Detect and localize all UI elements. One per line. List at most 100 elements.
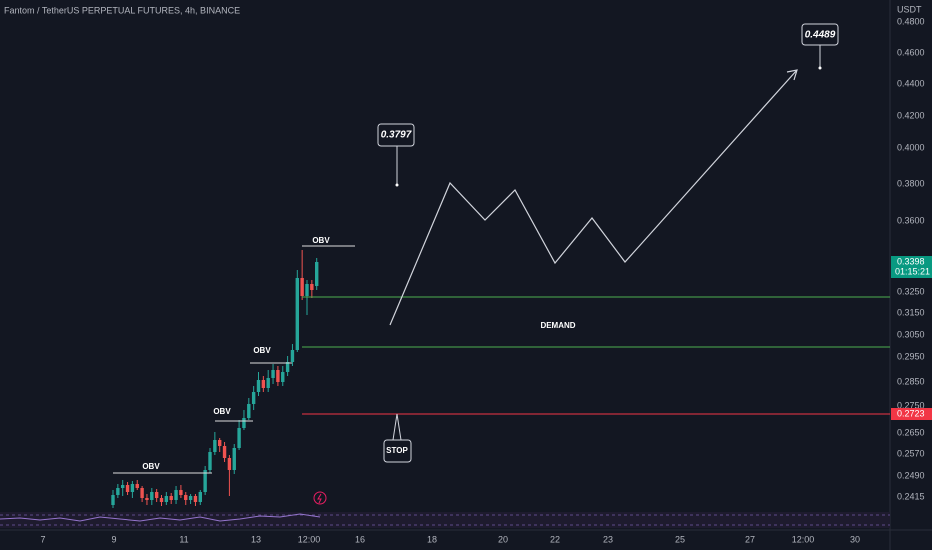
candle-body	[315, 262, 319, 286]
time-label: 20	[498, 534, 508, 544]
chart-title: Fantom / TetherUS PERPETUAL FUTURES, 4h,…	[4, 5, 240, 15]
price-axis: 0.4800 0.4600 0.4400 0.4200 0.4000 0.3800 0.36…	[897, 16, 925, 501]
indicator-line	[0, 513, 321, 522]
time-label: 7	[40, 534, 45, 544]
price-label: 0.3050	[897, 329, 925, 339]
candle-body	[184, 495, 188, 500]
currency: USDT	[897, 4, 922, 14]
stop-badge	[891, 408, 932, 420]
candle-body	[232, 448, 236, 470]
candle-body	[188, 496, 193, 500]
candle-body	[150, 492, 154, 500]
obv-label: OBV	[312, 236, 330, 245]
candle-body	[203, 470, 207, 492]
countdown: 01:15:21	[895, 266, 930, 276]
price-label: 0.3250	[897, 286, 925, 296]
candle-body	[130, 484, 135, 492]
stop-label: STOP	[386, 446, 408, 455]
candle-body	[285, 362, 290, 372]
callout-box	[377, 123, 415, 147]
candle-body	[227, 458, 232, 470]
candle-body	[208, 452, 212, 470]
target-label: 0.4489	[805, 30, 836, 41]
price-label: 0.4800	[897, 16, 925, 26]
candle-body	[237, 428, 241, 448]
candle-body	[310, 284, 314, 290]
arrow-head	[786, 69, 798, 81]
candle-body	[174, 490, 178, 500]
price-label: 0.4600	[897, 47, 925, 57]
candle-body	[121, 485, 125, 488]
time-label: 23	[603, 534, 613, 544]
candle-body	[179, 490, 183, 495]
price-label: 0.2650	[897, 427, 925, 437]
candle-body	[242, 418, 246, 428]
current-price: 0.3398	[897, 256, 925, 266]
time-label: 11	[179, 534, 188, 544]
candle-body	[300, 278, 304, 296]
stop-price: 0.2723	[897, 408, 925, 418]
candle-body	[281, 372, 285, 382]
price-label: 0.3600	[897, 215, 925, 225]
callout-dot	[818, 66, 822, 70]
time-axis: 7 9 11 13 12:00 16 18 20 22 23 25 27 12:00 30	[40, 534, 860, 544]
candle-body	[305, 284, 309, 296]
candle-body	[266, 378, 270, 388]
price-label: 0.2415	[897, 491, 925, 501]
price-label: 0.2490	[897, 470, 925, 480]
candle-body	[261, 380, 266, 388]
obv-label: OBV	[142, 462, 160, 471]
price-label: 0.4200	[897, 110, 925, 120]
candle-body	[276, 370, 280, 382]
demand-label: DEMAND	[540, 321, 575, 330]
candle-body	[222, 446, 227, 458]
price-label: 0.3150	[897, 307, 925, 317]
candles	[111, 250, 319, 508]
time-label: 30	[850, 534, 860, 544]
price-label: 0.4000	[897, 142, 925, 152]
candle-body	[256, 380, 261, 392]
candle-body	[116, 488, 120, 495]
time-label: 18	[427, 534, 437, 544]
candle-body	[140, 488, 144, 498]
candle-body	[111, 495, 115, 505]
candle-body	[169, 496, 173, 500]
candle-body	[251, 392, 256, 404]
time-label: 12:00	[792, 534, 815, 544]
time-label: 13	[251, 534, 261, 544]
target-label: 0.3797	[381, 130, 412, 141]
candle-body	[271, 370, 275, 378]
candle-body	[295, 278, 299, 350]
candle-body	[193, 496, 198, 502]
candle-body	[145, 498, 149, 500]
candle-body	[164, 496, 169, 502]
candle-body	[159, 498, 164, 502]
price-label: 0.2850	[897, 376, 925, 386]
price-label: 0.2570	[897, 448, 925, 458]
time-label: 22	[550, 534, 560, 544]
price-label: 0.2750	[897, 400, 925, 410]
time-label: 16	[355, 534, 365, 544]
price-label: 0.4400	[897, 78, 925, 88]
candle-body	[135, 484, 139, 488]
callout-dot	[395, 183, 399, 187]
candle-body	[213, 440, 217, 452]
time-label: 12:00	[298, 534, 321, 544]
time-label: 27	[745, 534, 755, 544]
candle-body	[247, 404, 251, 418]
obv-label: OBV	[253, 346, 271, 355]
candle-body	[154, 492, 159, 498]
price-label: 0.3800	[897, 178, 925, 188]
time-label: 9	[111, 534, 116, 544]
candle-body	[125, 485, 130, 492]
indicator-panel	[0, 512, 890, 528]
event-icon	[317, 493, 322, 504]
candle-body	[198, 492, 202, 502]
price-label: 0.2950	[897, 351, 925, 361]
time-label: 25	[675, 534, 685, 544]
event-icon	[313, 491, 327, 505]
obv-label: OBV	[213, 407, 231, 416]
projection-path	[389, 69, 798, 326]
